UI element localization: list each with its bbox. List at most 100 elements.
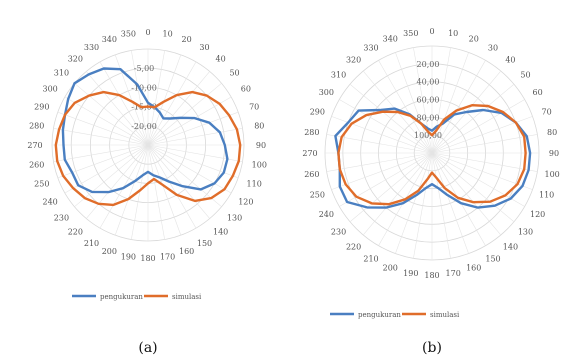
grid-spoke xyxy=(147,96,232,146)
grid-spoke xyxy=(431,52,469,154)
grid-spoke xyxy=(86,144,149,219)
grid-spoke xyxy=(339,99,433,154)
angle-tick-label: 340 xyxy=(383,34,398,43)
grid-spoke xyxy=(57,111,149,146)
angle-tick-label: 10 xyxy=(448,29,458,38)
grid-spoke xyxy=(147,111,239,146)
angle-tick-label: 280 xyxy=(29,121,44,130)
angle-tick-label: 320 xyxy=(68,54,83,63)
angle-tick-label: 110 xyxy=(247,180,262,189)
angle-tick-label: 10 xyxy=(163,30,173,39)
grid-spoke xyxy=(378,60,433,154)
grid-spoke xyxy=(431,152,515,223)
grid-spoke xyxy=(147,144,232,194)
ring-label: -20,00 xyxy=(131,122,157,131)
angle-tick-label: 280 xyxy=(304,128,319,137)
grid-spoke xyxy=(147,144,222,207)
angle-tick-label: 340 xyxy=(102,35,117,44)
angle-tick-label: 290 xyxy=(34,102,49,111)
angle-tick-label: 100 xyxy=(252,161,267,170)
angle-tick-label: 20 xyxy=(182,35,192,44)
angle-tick-label: 330 xyxy=(84,43,99,52)
angle-tick-label: 90 xyxy=(256,141,266,150)
angle-tick-label: 200 xyxy=(383,264,398,273)
angle-tick-label: 310 xyxy=(54,68,69,77)
angle-tick-label: 60 xyxy=(241,85,251,94)
grid-spoke xyxy=(362,152,433,236)
ring-label: 60,00 xyxy=(417,96,440,105)
angle-tick-label: 120 xyxy=(238,198,253,207)
angle-tick-label: 40 xyxy=(216,54,226,63)
angle-tick-label: 150 xyxy=(197,239,212,248)
angle-tick-label: 40 xyxy=(505,56,515,65)
angle-tick-label: 50 xyxy=(229,68,239,77)
angle-tick-label: 140 xyxy=(503,242,518,251)
angle-tick-label: 200 xyxy=(102,247,117,256)
angle-tick-label: 350 xyxy=(403,29,418,38)
angle-tick-label: 80 xyxy=(254,121,264,130)
ring-label: -5,00 xyxy=(134,64,155,73)
angle-tick-label: 270 xyxy=(27,141,42,150)
angle-tick-label: 220 xyxy=(346,242,361,251)
grid-spoke xyxy=(395,152,433,254)
series-line-pengukuran xyxy=(61,67,229,194)
grid-spoke xyxy=(147,71,210,146)
angle-tick-label: 70 xyxy=(249,102,259,111)
polar-chart-a: -20,00-15,00-10,00-5,000 1020304050607080… xyxy=(27,28,267,356)
angle-tick-label: 190 xyxy=(121,252,136,261)
grid-spoke xyxy=(339,152,433,207)
grid-spoke xyxy=(64,96,149,146)
angle-tick-label: 230 xyxy=(331,227,346,236)
angle-tick-label: 120 xyxy=(530,210,545,219)
ring-label: 20,00 xyxy=(417,60,440,69)
grid-spoke xyxy=(74,144,149,207)
angle-tick-label: 320 xyxy=(346,56,361,65)
grid-spoke xyxy=(431,152,451,259)
ring-label: 40,00 xyxy=(417,78,440,87)
grid-spoke xyxy=(147,144,197,229)
angle-tick-label: 100 xyxy=(545,170,560,179)
legend-label: simulasi xyxy=(172,293,202,301)
angle-tick-label: 250 xyxy=(310,191,325,200)
ring-label: 100,00 xyxy=(414,131,442,140)
angle-tick-label: 0 xyxy=(429,27,434,36)
grid-spoke xyxy=(431,152,525,207)
grid-spoke xyxy=(326,152,433,172)
angle-tick-label: 180 xyxy=(424,271,439,280)
grid-spoke xyxy=(74,83,149,146)
angle-tick-label: 160 xyxy=(179,247,194,256)
grid-spoke xyxy=(147,61,197,146)
grid-spoke xyxy=(331,152,433,190)
angle-tick-label: 190 xyxy=(403,269,418,278)
angle-tick-label: 170 xyxy=(446,269,461,278)
grid-spoke xyxy=(431,152,538,172)
angle-tick-label: 140 xyxy=(213,228,228,237)
angle-tick-label: 70 xyxy=(542,107,552,116)
legend-label: pengukuran xyxy=(100,293,143,301)
angle-tick-label: 240 xyxy=(42,198,57,207)
grid-spoke xyxy=(349,152,433,223)
grid-spoke xyxy=(131,50,149,146)
grid-spoke xyxy=(86,71,149,146)
grid-spoke xyxy=(431,60,486,154)
angle-tick-label: 220 xyxy=(68,228,83,237)
grid-spoke xyxy=(147,144,210,219)
grid-spoke xyxy=(413,47,433,154)
angle-tick-label: 130 xyxy=(227,214,242,223)
legend-label: simulasi xyxy=(430,311,460,319)
angle-tick-label: 160 xyxy=(466,264,481,273)
angle-tick-label: 170 xyxy=(160,252,175,261)
angle-tick-label: 240 xyxy=(319,210,334,219)
angle-tick-label: 230 xyxy=(54,214,69,223)
angle-tick-label: 290 xyxy=(310,107,325,116)
series-line-pengukuran xyxy=(334,107,532,209)
angle-tick-label: 30 xyxy=(488,43,498,52)
grid-spoke xyxy=(131,144,149,240)
grid-spoke xyxy=(431,152,469,254)
grid-spoke xyxy=(99,61,149,146)
angle-tick-label: 330 xyxy=(363,43,378,52)
angle-tick-label: 20 xyxy=(469,34,479,43)
angle-tick-label: 60 xyxy=(533,88,543,97)
grid-spoke xyxy=(431,152,502,236)
